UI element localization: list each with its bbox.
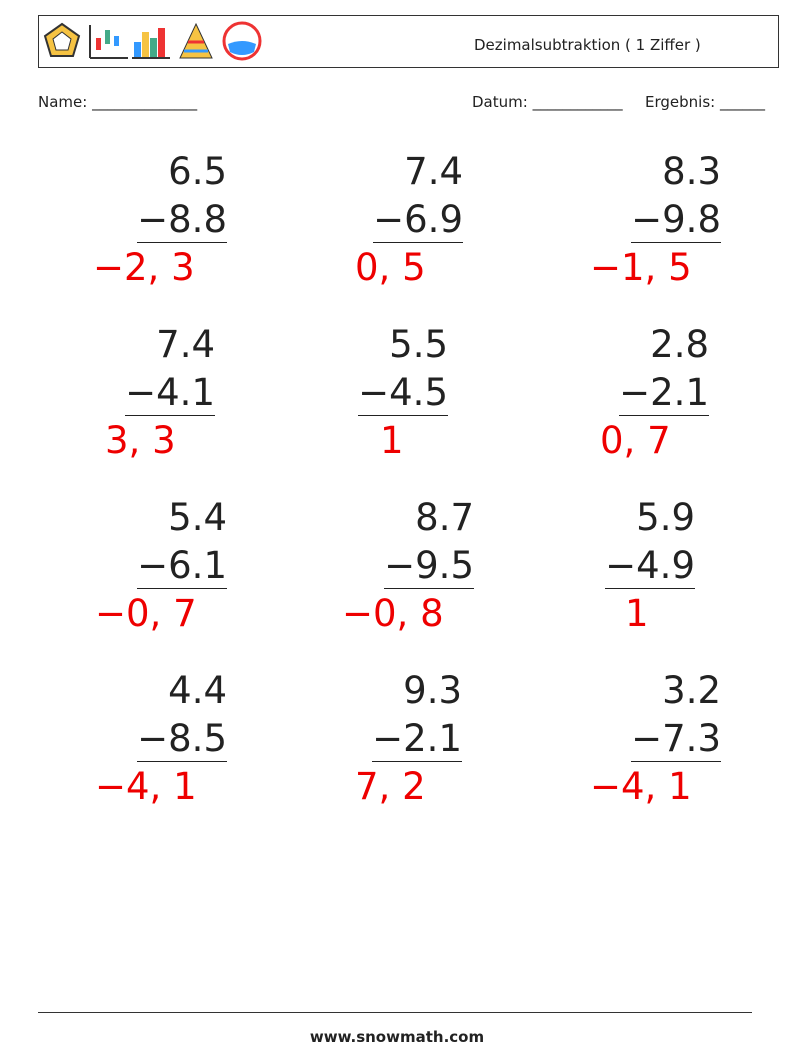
subtrahend: −2.1 xyxy=(619,371,709,416)
answer: −0, 7 xyxy=(95,592,197,635)
minuend: 2.8 xyxy=(650,323,709,366)
minuend: 4.4 xyxy=(168,669,227,712)
subtrahend-row: −9.5 xyxy=(384,542,474,590)
problem: 2.8 −2.1 xyxy=(619,321,709,417)
subtrahend-row: −9.8 xyxy=(631,196,721,244)
subtrahend-row: −7.3 xyxy=(631,715,721,763)
header-icons xyxy=(43,21,262,61)
answer: 0, 7 xyxy=(600,419,671,462)
problem: 7.4 −6.9 xyxy=(373,148,463,244)
answer: 1 xyxy=(625,592,649,635)
subtrahend-row: −4.5 xyxy=(358,369,448,417)
problem: 6.5 −8.8 xyxy=(137,148,227,244)
title: Dezimalsubtraktion ( 1 Ziffer ) xyxy=(474,36,701,54)
answer: 0, 5 xyxy=(355,246,426,289)
subtrahend-row: −2.1 xyxy=(619,369,709,417)
minuend: 7.4 xyxy=(404,150,463,193)
date-field: Datum: ____________ xyxy=(472,93,623,111)
answer: −1, 5 xyxy=(590,246,692,289)
minuend: 5.5 xyxy=(389,323,448,366)
minuend: 3.2 xyxy=(662,669,721,712)
subtrahend-row: −6.9 xyxy=(373,196,463,244)
footer: www.snowmath.com xyxy=(309,1028,485,1046)
subtrahend: −9.5 xyxy=(384,544,474,589)
subtrahend-row: −2.1 xyxy=(372,715,462,763)
minuend: 9.3 xyxy=(403,669,462,712)
subtrahend: −7.3 xyxy=(631,717,721,762)
problem: 5.5 −4.5 xyxy=(358,321,448,417)
subtrahend: −4.1 xyxy=(125,371,215,416)
problem: 8.3 −9.8 xyxy=(631,148,721,244)
problem: 5.4 −6.1 xyxy=(137,494,227,590)
header-box xyxy=(38,15,779,68)
problem: 8.7 −9.5 xyxy=(384,494,474,590)
subtrahend-row: −8.8 xyxy=(137,196,227,244)
subtrahend: −8.5 xyxy=(137,717,227,762)
answer: −0, 8 xyxy=(342,592,444,635)
subtrahend-row: −8.5 xyxy=(137,715,227,763)
answer: 1 xyxy=(380,419,404,462)
subtrahend: −4.5 xyxy=(358,371,448,416)
problem: 4.4 −8.5 xyxy=(137,667,227,763)
problem: 3.2 −7.3 xyxy=(631,667,721,763)
answer: −4, 1 xyxy=(95,765,197,808)
minuend: 5.4 xyxy=(168,496,227,539)
problem: 7.4 −4.1 xyxy=(125,321,215,417)
subtrahend: −6.9 xyxy=(373,198,463,243)
footer-line xyxy=(38,1012,752,1013)
subtrahend: −8.8 xyxy=(137,198,227,243)
subtrahend-row: −4.1 xyxy=(125,369,215,417)
subtrahend: −9.8 xyxy=(631,198,721,243)
minuend: 6.5 xyxy=(168,150,227,193)
answer: 7, 2 xyxy=(355,765,426,808)
minuend: 5.9 xyxy=(636,496,695,539)
subtrahend-row: −4.9 xyxy=(605,542,695,590)
answer: 3, 3 xyxy=(105,419,176,462)
result-field: Ergebnis: ______ xyxy=(645,93,765,111)
minuend: 8.3 xyxy=(662,150,721,193)
answer: −2, 3 xyxy=(93,246,195,289)
subtrahend: −6.1 xyxy=(137,544,227,589)
answer: −4, 1 xyxy=(590,765,692,808)
minuend: 8.7 xyxy=(415,496,474,539)
problem: 5.9 −4.9 xyxy=(605,494,695,590)
subtrahend: −4.9 xyxy=(605,544,695,589)
name-field: Name: ______________ xyxy=(38,93,198,111)
subtrahend-row: −6.1 xyxy=(137,542,227,590)
subtrahend: −2.1 xyxy=(372,717,462,762)
minuend: 7.4 xyxy=(156,323,215,366)
problem: 9.3 −2.1 xyxy=(372,667,462,763)
